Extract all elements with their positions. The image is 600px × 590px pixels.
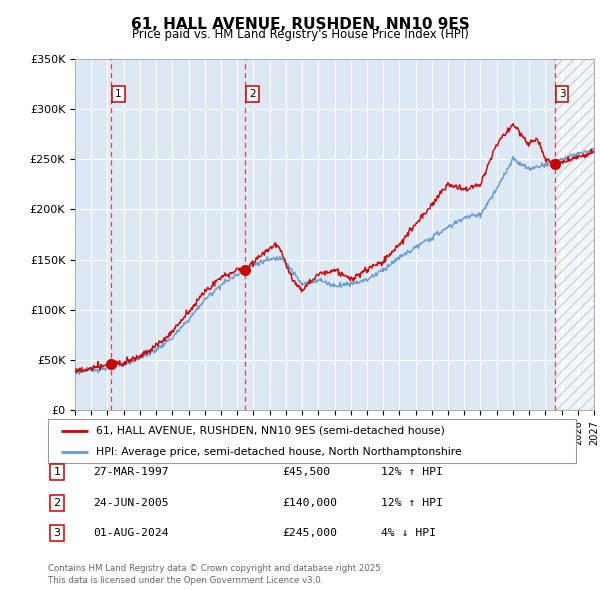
Text: 1: 1 [53, 467, 61, 477]
Text: 12% ↑ HPI: 12% ↑ HPI [381, 498, 443, 507]
Text: 01-AUG-2024: 01-AUG-2024 [93, 529, 169, 538]
Text: HPI: Average price, semi-detached house, North Northamptonshire: HPI: Average price, semi-detached house,… [95, 447, 461, 457]
Text: Price paid vs. HM Land Registry's House Price Index (HPI): Price paid vs. HM Land Registry's House … [131, 28, 469, 41]
Text: 27-MAR-1997: 27-MAR-1997 [93, 467, 169, 477]
Text: 61, HALL AVENUE, RUSHDEN, NN10 9ES (semi-detached house): 61, HALL AVENUE, RUSHDEN, NN10 9ES (semi… [95, 426, 445, 436]
Text: 4% ↓ HPI: 4% ↓ HPI [381, 529, 436, 538]
Text: 1: 1 [115, 89, 122, 99]
Text: 2: 2 [53, 498, 61, 507]
Text: £245,000: £245,000 [282, 529, 337, 538]
Text: 2: 2 [249, 89, 256, 99]
Text: Contains HM Land Registry data © Crown copyright and database right 2025.
This d: Contains HM Land Registry data © Crown c… [48, 565, 383, 585]
Text: 24-JUN-2005: 24-JUN-2005 [93, 498, 169, 507]
Text: 3: 3 [559, 89, 565, 99]
Text: 61, HALL AVENUE, RUSHDEN, NN10 9ES: 61, HALL AVENUE, RUSHDEN, NN10 9ES [131, 17, 469, 31]
Text: 12% ↑ HPI: 12% ↑ HPI [381, 467, 443, 477]
Bar [555, 59, 594, 410]
Text: £45,500: £45,500 [282, 467, 330, 477]
Text: £140,000: £140,000 [282, 498, 337, 507]
Text: 3: 3 [53, 529, 61, 538]
